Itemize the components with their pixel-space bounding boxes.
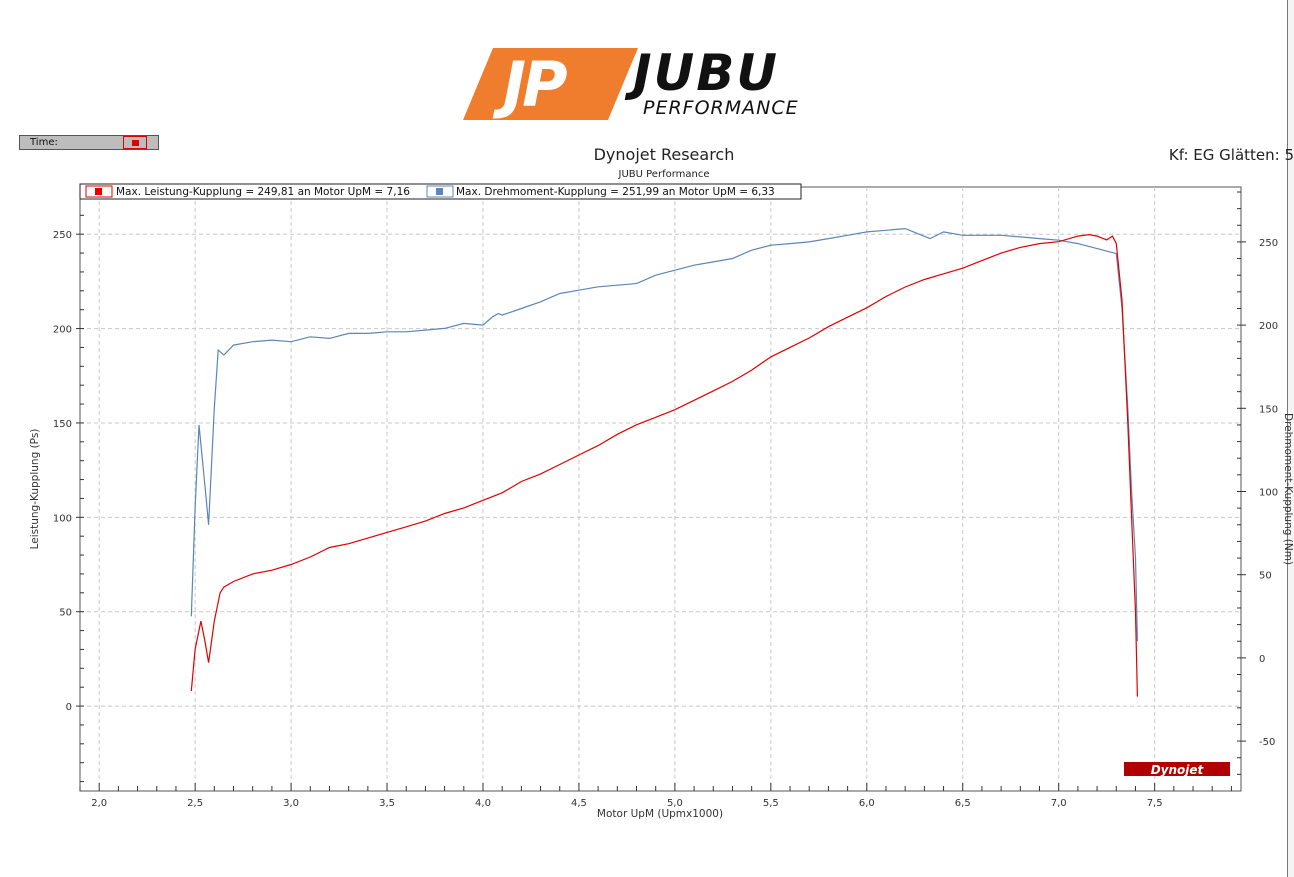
legend-text-power: Max. Leistung-Kupplung = 249,81 an Motor… (116, 186, 410, 198)
y-tick-label: 150 (53, 419, 72, 430)
y2-tick-label: 100 (1259, 487, 1278, 498)
y-axis-left-label: Leistung-Kupplung (Ps) (29, 429, 41, 550)
time-marker-handle[interactable] (123, 136, 147, 149)
x-tick-label: 5,0 (667, 798, 683, 809)
jubu-performance-logo: JP JUBU PERFORMANCE (463, 44, 799, 121)
y2-tick-label: 200 (1259, 321, 1278, 332)
chart-subtitle: JUBU Performance (618, 169, 710, 180)
y-axis-right-label: Drehmoment-Kupplung (Nm) (1282, 413, 1294, 565)
legend: Max. Leistung-Kupplung = 249,81 an Motor… (79, 183, 802, 200)
y2-tick-label: 150 (1259, 404, 1278, 415)
y-axis-left: 0 50 100 150 200 250 (53, 195, 84, 783)
y-tick-label: 50 (59, 608, 72, 619)
x-tick-label: 6,0 (859, 798, 875, 809)
dynojet-watermark: Dynojet (1124, 762, 1230, 777)
legend-swatch-power (95, 188, 102, 195)
y2-tick-label: 50 (1259, 571, 1272, 582)
logo-badge (463, 48, 638, 120)
logo-brand: JUBU (624, 44, 779, 102)
watermark-badge (1124, 762, 1230, 776)
x-axis-label: Motor UpM (Upmx1000) (597, 808, 723, 820)
legend-text-torque: Max. Drehmoment-Kupplung = 251,99 an Mot… (456, 186, 775, 198)
x-tick-label: 4,0 (475, 798, 491, 809)
x-tick-label: 6,5 (955, 798, 971, 809)
x-tick-label: 5,5 (763, 798, 779, 809)
plot-area (79, 186, 1242, 792)
y-tick-label: 250 (53, 230, 72, 241)
y2-tick-label: 250 (1259, 238, 1278, 249)
x-tick-label: 4,5 (571, 798, 587, 809)
smoothing-label: Kf: EG Glätten: 5 (1169, 146, 1294, 164)
y-tick-label: 100 (53, 513, 72, 524)
legend-swatch-torque (436, 188, 443, 195)
logo-initials: JP (492, 48, 567, 121)
grid-lines (80, 187, 1241, 791)
x-tick-label: 7,5 (1147, 798, 1163, 809)
x-tick-label: 2,5 (187, 798, 203, 809)
y2-tick-label: 0 (1259, 654, 1265, 665)
y-tick-label: 200 (53, 325, 72, 336)
y-tick-label: 0 (66, 702, 72, 713)
chart-title: Dynojet Research (594, 145, 735, 164)
window-right-border (1287, 0, 1294, 877)
y2-tick-label: -50 (1259, 737, 1275, 748)
x-tick-label: 3,0 (283, 798, 299, 809)
time-label: Time: (30, 137, 58, 148)
x-tick-label: 3,5 (379, 798, 395, 809)
watermark-text: Dynojet (1151, 763, 1205, 777)
series-line-torque (190, 227, 1138, 642)
x-axis: 2,0 2,5 3,0 3,5 4,0 4,5 5,0 5,5 6,0 6,5 7,0 7,5 (79, 783, 1232, 809)
series-line-power (190, 233, 1138, 697)
legend-swatch-torque-frame (426, 185, 454, 198)
time-slider[interactable]: Time: (19, 135, 159, 150)
legend-swatch-power-frame (85, 185, 113, 198)
x-tick-label: 7,0 (1051, 798, 1067, 809)
y-axis-right: -50 0 50 100 150 200 250 (1237, 191, 1278, 775)
logo-tagline: PERFORMANCE (643, 97, 799, 119)
x-tick-label: 2,0 (91, 798, 107, 809)
